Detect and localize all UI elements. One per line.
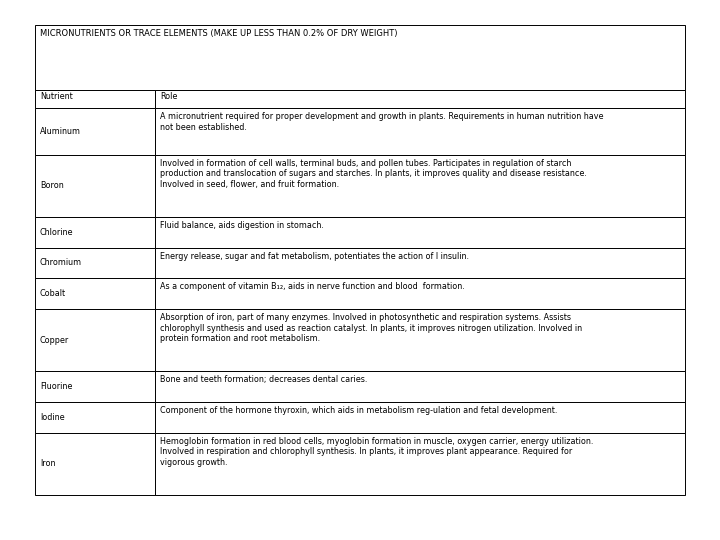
Text: Fluid balance, aids digestion in stomach.: Fluid balance, aids digestion in stomach… [161, 221, 324, 230]
Text: Boron: Boron [40, 181, 64, 190]
Bar [156, 372, 685, 402]
Bar [156, 108, 685, 154]
Bar [35, 25, 685, 90]
Bar [156, 309, 685, 372]
Text: Nutrient: Nutrient [40, 92, 73, 101]
Bar [156, 402, 685, 433]
Text: Role: Role [161, 92, 178, 101]
Text: Iodine: Iodine [40, 413, 65, 422]
Text: Hemoglobin formation in red blood cells, myoglobin formation in muscle, oxygen c: Hemoglobin formation in red blood cells,… [161, 437, 593, 467]
Bar [156, 217, 685, 247]
Text: Component of the hormone thyroxin, which aids in metabolism reg-ulation and feta: Component of the hormone thyroxin, which… [161, 406, 557, 415]
Bar [156, 90, 685, 108]
Text: Aluminum: Aluminum [40, 127, 81, 136]
Bar [35, 154, 156, 217]
Text: Involved in formation of cell walls, terminal buds, and pollen tubes. Participat: Involved in formation of cell walls, ter… [161, 159, 587, 189]
Text: Cobalt: Cobalt [40, 289, 66, 298]
Bar [35, 108, 156, 154]
Bar [35, 90, 156, 108]
Text: MICRONUTRIENTS OR TRACE ELEMENTS (MAKE UP LESS THAN 0.2% OF DRY WEIGHT): MICRONUTRIENTS OR TRACE ELEMENTS (MAKE U… [40, 29, 397, 38]
Bar [35, 433, 156, 495]
Bar [35, 372, 156, 402]
Text: As a component of vitamin B₁₂, aids in nerve function and blood  formation.: As a component of vitamin B₁₂, aids in n… [161, 282, 465, 291]
Text: Absorption of iron, part of many enzymes. Involved in photosynthetic and respira: Absorption of iron, part of many enzymes… [161, 313, 582, 343]
Text: A micronutrient required for proper development and growth in plants. Requiremen: A micronutrient required for proper deve… [161, 112, 604, 132]
Text: Iron: Iron [40, 460, 55, 468]
Bar [156, 247, 685, 278]
Bar [35, 278, 156, 309]
Text: Fluorine: Fluorine [40, 382, 73, 391]
Bar [35, 247, 156, 278]
Bar [35, 309, 156, 372]
Text: Energy release, sugar and fat metabolism, potentiates the action of l insulin.: Energy release, sugar and fat metabolism… [161, 252, 469, 260]
Bar [156, 154, 685, 217]
Text: Chromium: Chromium [40, 259, 82, 267]
Bar [35, 402, 156, 433]
Text: Bone and teeth formation; decreases dental caries.: Bone and teeth formation; decreases dent… [161, 375, 368, 384]
Text: Chlorine: Chlorine [40, 228, 73, 237]
Bar [35, 217, 156, 247]
Text: Copper: Copper [40, 335, 69, 345]
Bar [156, 433, 685, 495]
Bar [156, 278, 685, 309]
